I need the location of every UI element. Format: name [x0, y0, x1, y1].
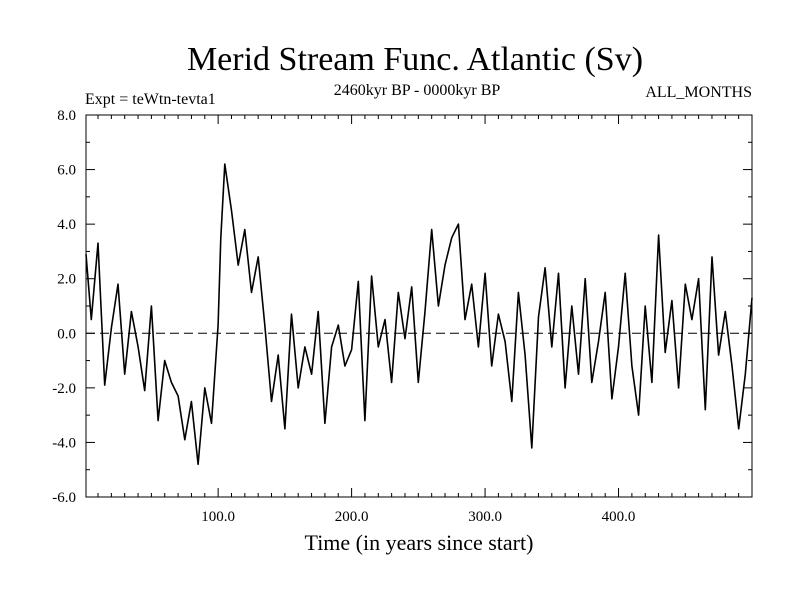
series-line — [85, 163, 753, 466]
x-tick-label: 400.0 — [602, 509, 636, 525]
chart-subtitle-right: ALL_MONTHS — [645, 84, 752, 101]
axes-layer: 100.0 200.0 300.0 400.0 -6.0 -4.0 -2.0 0.0 2.0 4.… — [52, 108, 752, 525]
y-tick-label: -4.0 — [52, 435, 76, 451]
y-tick-label: 2.0 — [57, 272, 76, 288]
y-tick-label: 4.0 — [57, 217, 76, 233]
x-axis-label: Time (in years since start) — [305, 530, 534, 555]
chart-subtitle-center: 2460kyr BP - 0000kyr BP — [334, 82, 501, 99]
chart-subtitle-left: Expt = teWtn-tevta1 — [85, 91, 216, 108]
y-tick-label: -6.0 — [52, 490, 76, 506]
y-tick-label: -2.0 — [52, 381, 76, 397]
x-tick-label: 200.0 — [335, 509, 369, 525]
y-tick-label: 8.0 — [57, 108, 76, 124]
x-tick-label: 100.0 — [201, 509, 235, 525]
x-tick-label: 300.0 — [468, 509, 502, 525]
series-layer — [85, 163, 753, 466]
y-tick-label: 0.0 — [57, 326, 76, 342]
plot-frame — [85, 114, 753, 498]
y-tick-label: 6.0 — [57, 163, 76, 179]
chart-title: Merid Stream Func. Atlantic (Sv) — [187, 41, 643, 78]
